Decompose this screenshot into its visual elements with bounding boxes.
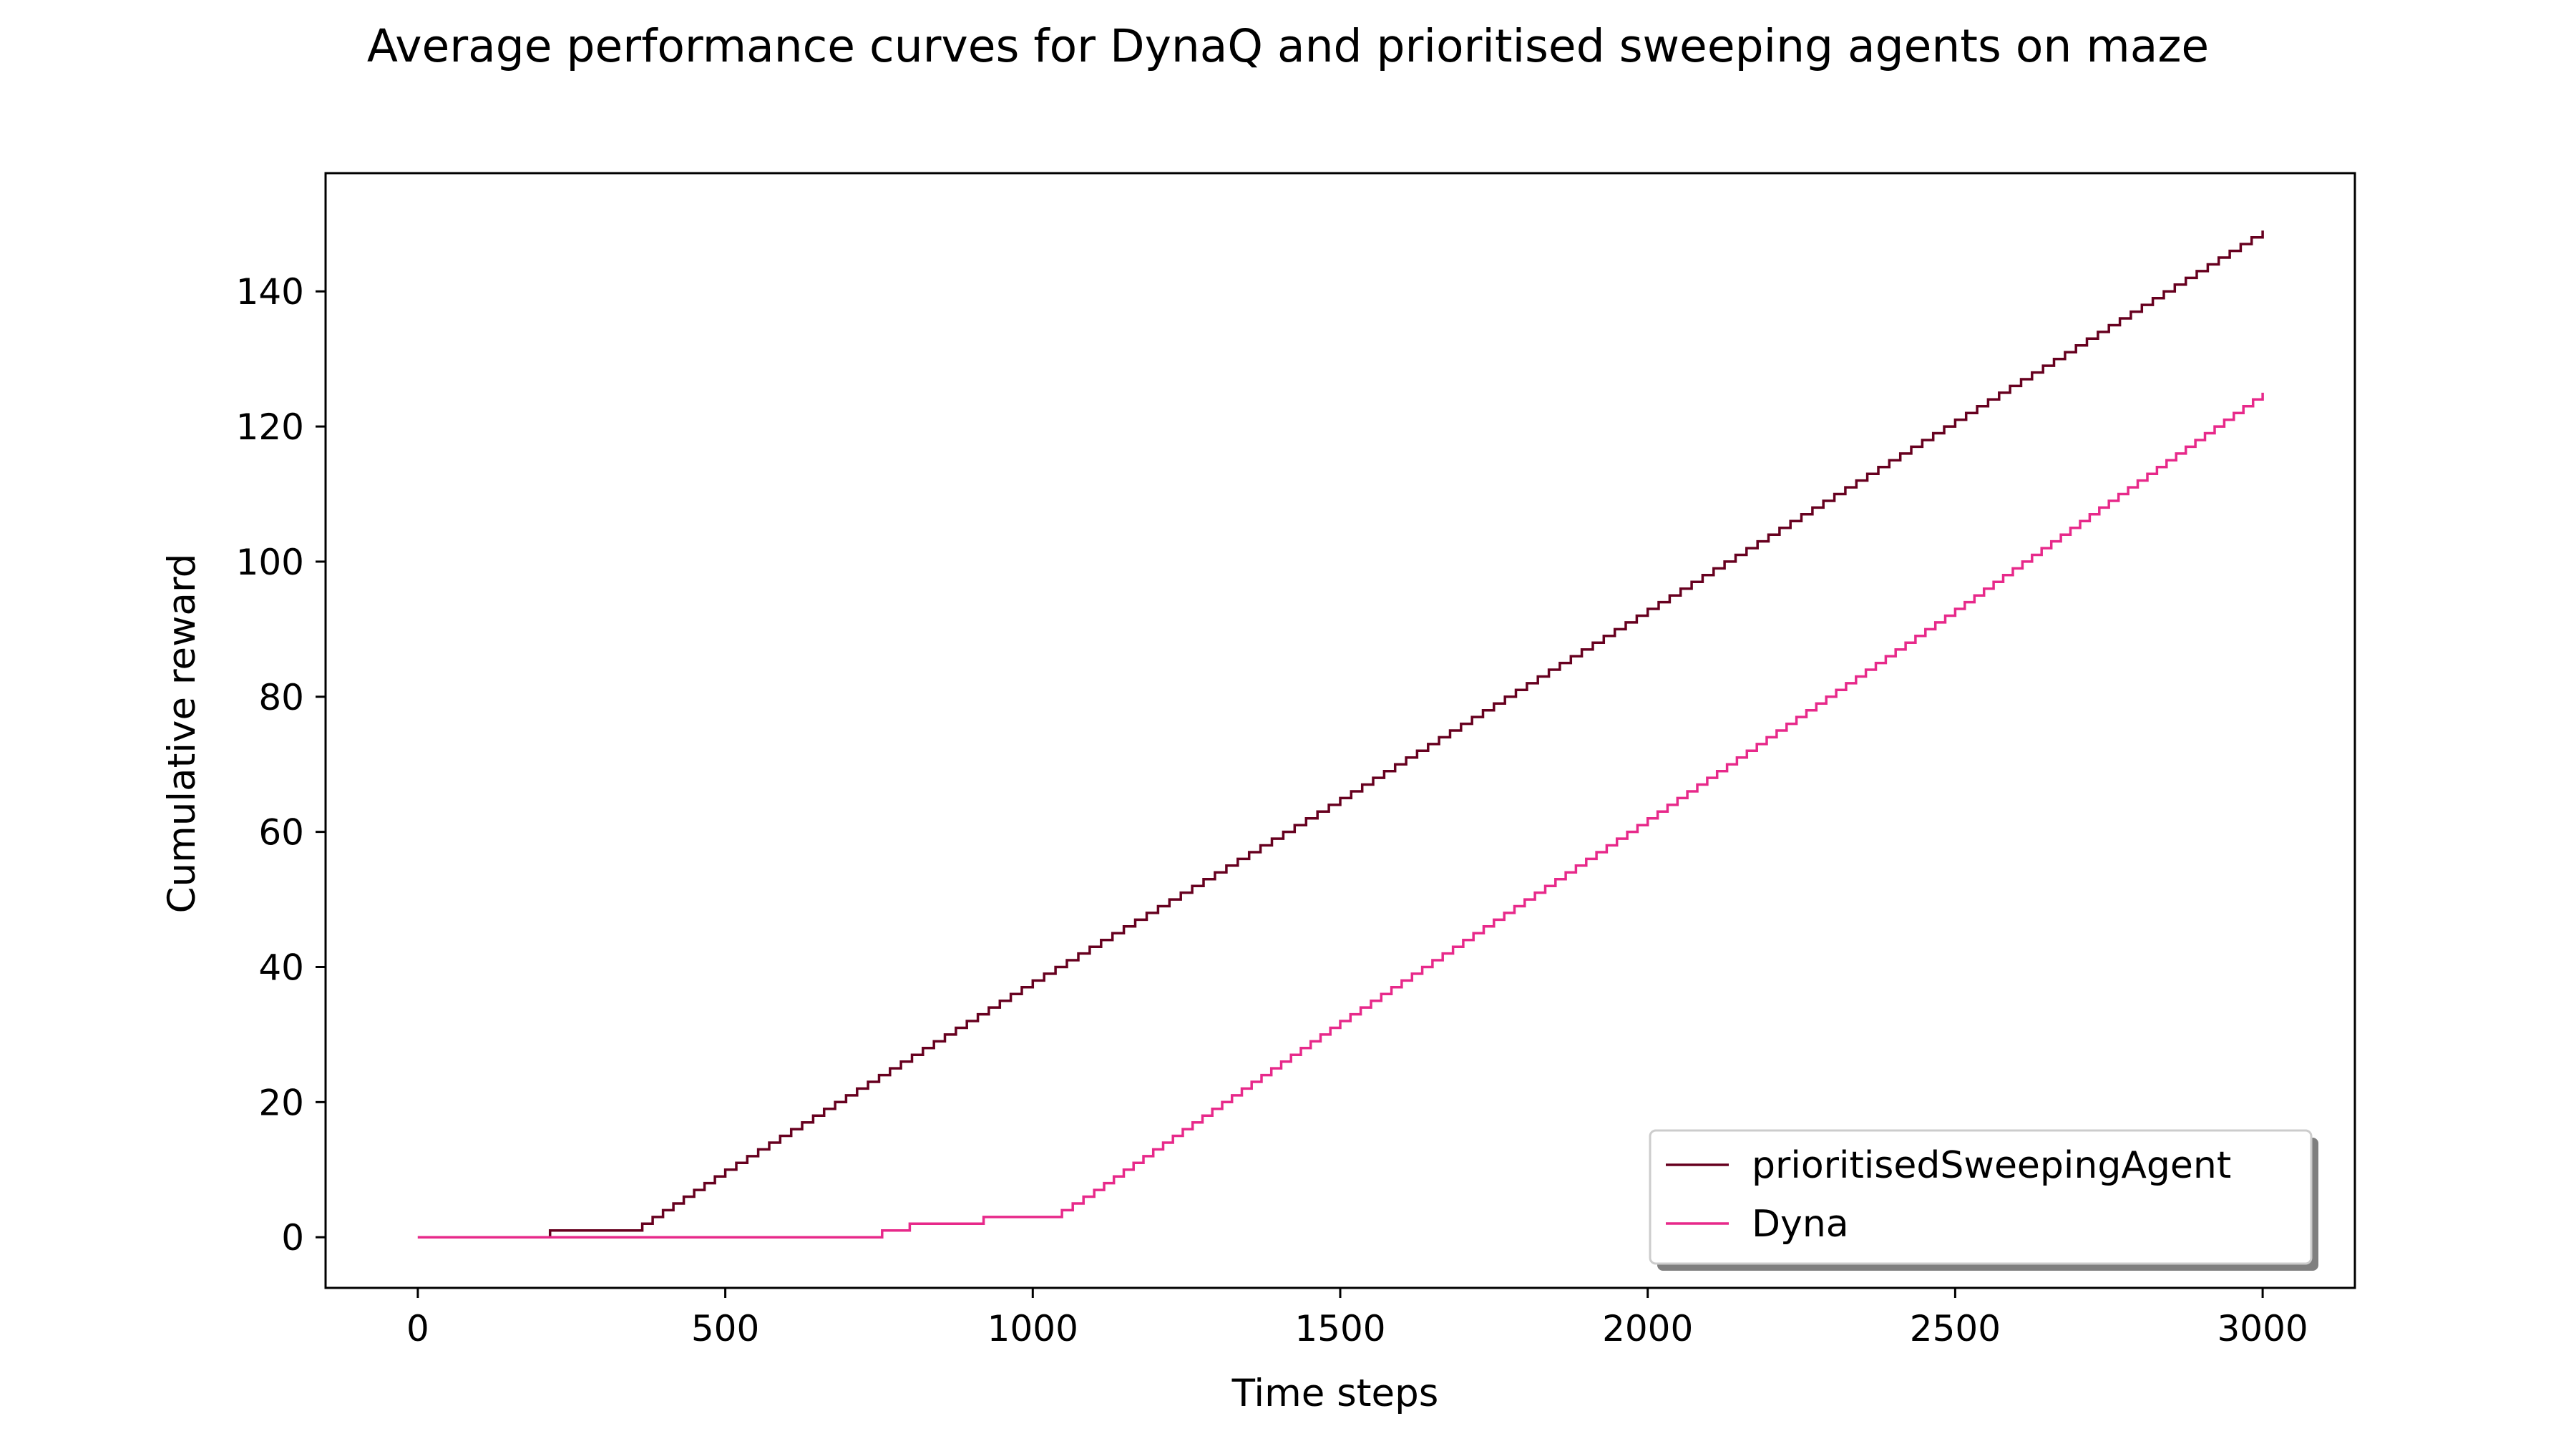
plot-frame — [324, 172, 2356, 1289]
x-tick-label: 1000 — [987, 1308, 1078, 1349]
y-tick-label: 20 — [258, 1082, 304, 1123]
y-tick-label: 60 — [258, 812, 304, 854]
y-tick-label: 40 — [258, 947, 304, 988]
y-tick-label: 80 — [258, 677, 304, 718]
y-tick-label: 100 — [236, 542, 304, 583]
x-tick-label: 500 — [691, 1308, 759, 1349]
legend-label: Dyna — [1752, 1203, 1849, 1246]
legend-label: prioritisedSweepingAgent — [1752, 1144, 2231, 1187]
y-axis-label: Cumulative reward — [160, 554, 204, 914]
x-axis: 0 500 1000 1500 2000 2500 3000 — [406, 1288, 2308, 1349]
series-line-dyna — [417, 392, 2264, 1239]
chart-title: Average performance curves for DynaQ and… — [367, 20, 2209, 72]
x-tick-label: 2500 — [1910, 1308, 2001, 1349]
x-tick-label: 1500 — [1294, 1308, 1385, 1349]
x-tick-label: 3000 — [2217, 1308, 2308, 1349]
x-axis-label: Time steps — [1231, 1372, 1439, 1415]
legend: prioritisedSweepingAgent Dyna — [1649, 1129, 2318, 1271]
legend-box — [1649, 1129, 2313, 1265]
series-line-prioritisedsweepingagent — [417, 230, 2264, 1239]
plot-area — [417, 230, 2264, 1239]
y-tick-label: 120 — [236, 406, 304, 448]
y-axis: 0 20 40 60 80 100 120 140 — [236, 271, 326, 1259]
x-tick-label: 0 — [406, 1308, 429, 1349]
x-tick-label: 2000 — [1602, 1308, 1693, 1349]
y-tick-label: 140 — [236, 271, 304, 313]
y-tick-label: 0 — [281, 1217, 304, 1259]
